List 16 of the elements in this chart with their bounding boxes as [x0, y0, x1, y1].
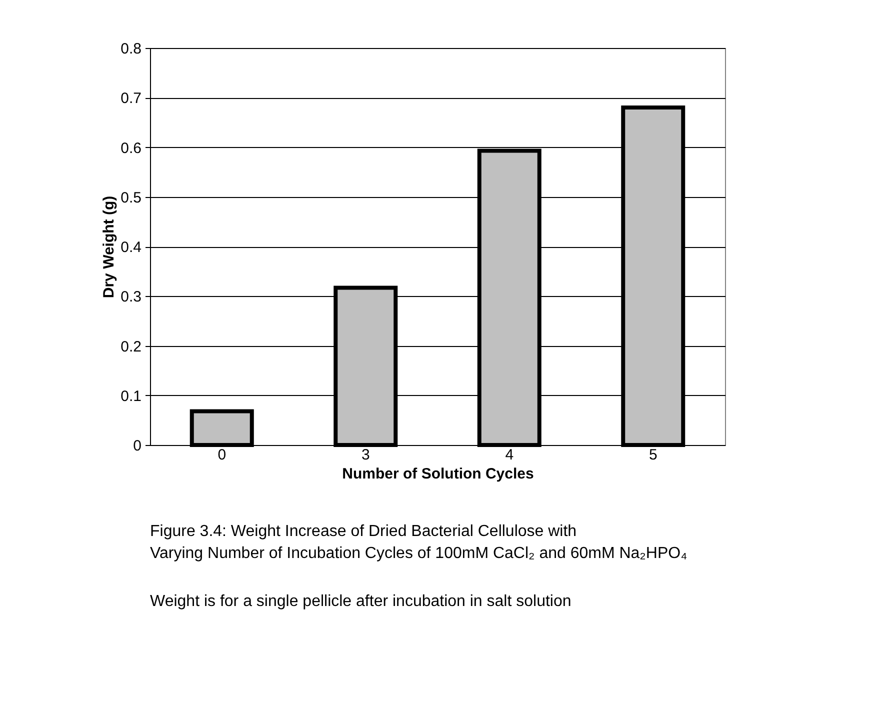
- y-tick-label: 0.5: [120, 189, 142, 206]
- y-tick-label: 0.2: [120, 338, 142, 356]
- y-tick-label: 0.1: [120, 388, 142, 405]
- x-tick-label: 5: [648, 446, 658, 464]
- y-axis-title: Dry Weight (g): [100, 196, 118, 298]
- y-tick-label: 0.8: [120, 40, 142, 58]
- x-tick-label: 3: [361, 446, 370, 464]
- y-tick-label: 0.3: [120, 288, 142, 306]
- x-tick-label: 0: [218, 446, 226, 464]
- y-tick-label: 0.6: [120, 140, 142, 157]
- x-tick-label: 4: [505, 446, 514, 464]
- text: Weight is for a single pellicle after incubation in salt solution: [150, 593, 572, 610]
- caption: Figure 3.4: Weight Increase of Dried Bacterial Cellulose with Varying Number of Incubation Cycles of 100mM CaCl₂ and 60mM Na₂HPO₄: [150, 523, 688, 562]
- x-axis-title: Number of Solution Cycles: [342, 466, 534, 482]
- y-tick-label: 0.7: [120, 90, 142, 108]
- y-tick-label: 0.4: [120, 239, 142, 256]
